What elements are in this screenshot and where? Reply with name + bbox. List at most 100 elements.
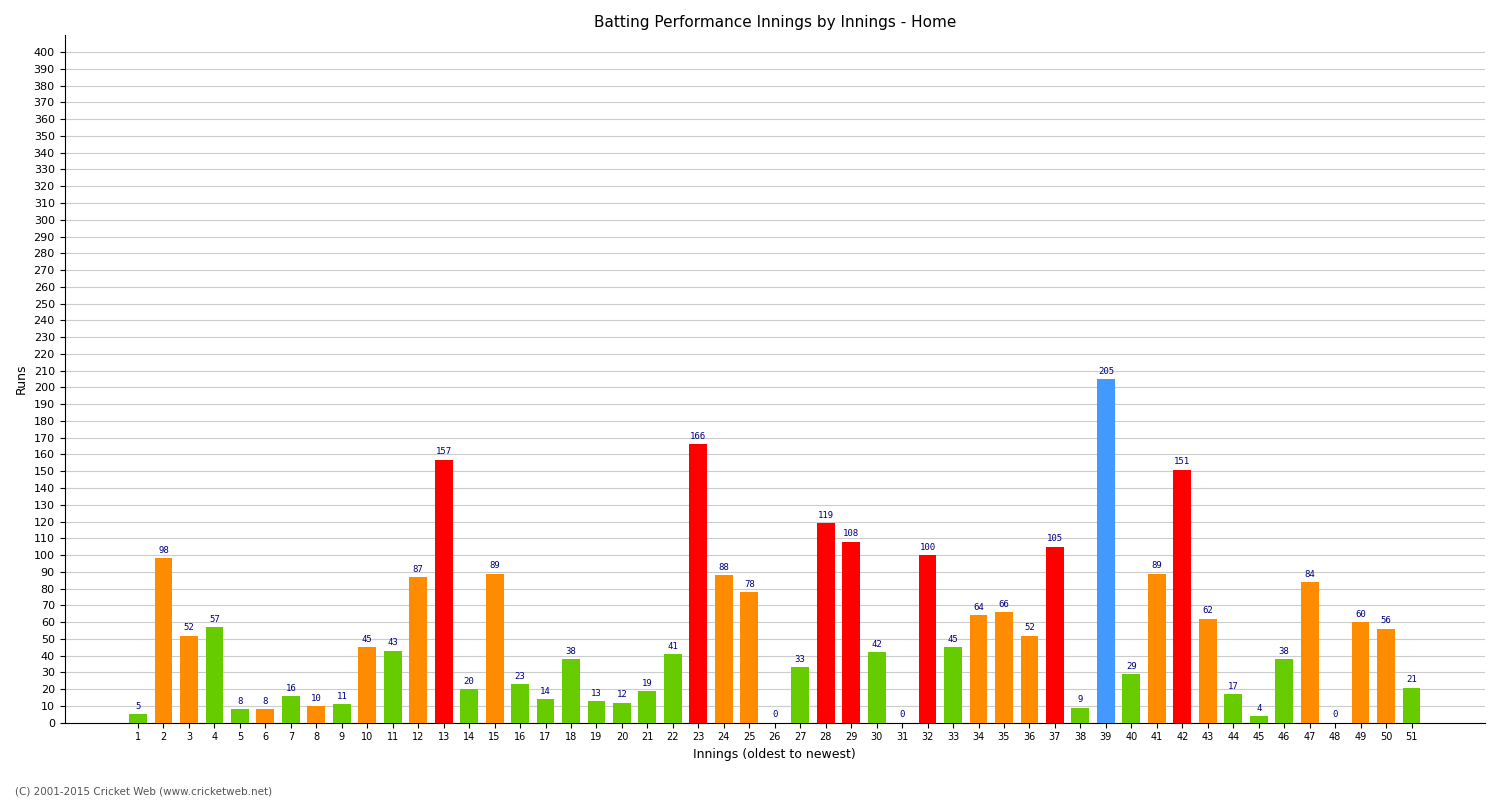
Bar — [741, 592, 758, 722]
X-axis label: Innings (oldest to newest): Innings (oldest to newest) — [693, 748, 856, 761]
Text: 12: 12 — [616, 690, 627, 699]
Bar — [1198, 618, 1216, 722]
Bar — [1377, 629, 1395, 722]
Text: 157: 157 — [435, 447, 451, 456]
Text: 14: 14 — [540, 687, 550, 696]
Text: 108: 108 — [843, 530, 860, 538]
Bar — [410, 577, 428, 722]
Text: 21: 21 — [1406, 675, 1417, 684]
Bar — [358, 647, 376, 722]
Bar — [994, 612, 1012, 722]
Bar — [537, 699, 555, 722]
Bar — [588, 701, 606, 722]
Text: 52: 52 — [183, 623, 195, 632]
Bar — [384, 650, 402, 722]
Bar — [1020, 635, 1038, 722]
Bar — [664, 654, 682, 722]
Text: 205: 205 — [1098, 366, 1114, 376]
Text: 8: 8 — [262, 697, 268, 706]
Bar — [1173, 470, 1191, 722]
Bar — [435, 459, 453, 722]
Bar — [180, 635, 198, 722]
Text: 62: 62 — [1203, 606, 1214, 615]
Title: Batting Performance Innings by Innings - Home: Batting Performance Innings by Innings -… — [594, 15, 956, 30]
Text: 13: 13 — [591, 689, 602, 698]
Text: 16: 16 — [285, 683, 296, 693]
Text: 151: 151 — [1174, 458, 1191, 466]
Bar — [1275, 659, 1293, 722]
Bar — [1122, 674, 1140, 722]
Bar — [690, 445, 708, 722]
Text: 11: 11 — [336, 692, 346, 701]
Text: 41: 41 — [668, 642, 678, 650]
Text: 23: 23 — [514, 672, 525, 681]
Text: 0: 0 — [900, 710, 904, 719]
Bar — [282, 696, 300, 722]
Text: 19: 19 — [642, 678, 652, 687]
Bar — [818, 523, 834, 722]
Text: 38: 38 — [1280, 646, 1290, 656]
Bar — [1250, 716, 1268, 722]
Text: 29: 29 — [1126, 662, 1137, 670]
Bar — [867, 652, 885, 722]
Text: 89: 89 — [489, 561, 500, 570]
Bar — [308, 706, 326, 722]
Bar — [614, 702, 632, 722]
Text: 17: 17 — [1228, 682, 1239, 691]
Text: 0: 0 — [772, 710, 777, 719]
Bar — [1402, 687, 1420, 722]
Text: 78: 78 — [744, 579, 754, 589]
Bar — [129, 714, 147, 722]
Bar — [639, 691, 657, 722]
Text: 56: 56 — [1380, 617, 1392, 626]
Text: 52: 52 — [1024, 623, 1035, 632]
Bar — [486, 574, 504, 722]
Text: 4: 4 — [1256, 704, 1262, 713]
Bar — [843, 542, 860, 722]
Bar — [206, 627, 224, 722]
Bar — [1096, 379, 1114, 722]
Text: 89: 89 — [1152, 561, 1162, 570]
Text: 10: 10 — [310, 694, 321, 702]
Bar — [918, 555, 936, 722]
Text: 38: 38 — [566, 646, 576, 656]
Text: 100: 100 — [920, 542, 936, 552]
Bar — [1148, 574, 1166, 722]
Y-axis label: Runs: Runs — [15, 364, 28, 394]
Text: 43: 43 — [387, 638, 398, 647]
Text: 45: 45 — [362, 635, 372, 644]
Text: 9: 9 — [1077, 695, 1083, 704]
Bar — [1352, 622, 1370, 722]
Bar — [944, 647, 962, 722]
Text: 42: 42 — [871, 640, 882, 649]
Bar — [231, 710, 249, 722]
Text: 87: 87 — [413, 565, 423, 574]
Bar — [333, 704, 351, 722]
Bar — [969, 615, 987, 722]
Text: 119: 119 — [818, 511, 834, 520]
Text: 98: 98 — [158, 546, 170, 555]
Bar — [460, 689, 478, 722]
Text: 105: 105 — [1047, 534, 1064, 543]
Text: 20: 20 — [464, 677, 474, 686]
Text: 166: 166 — [690, 432, 706, 441]
Bar — [716, 575, 732, 722]
Bar — [1071, 708, 1089, 722]
Text: 0: 0 — [1332, 710, 1338, 719]
Text: 8: 8 — [237, 697, 243, 706]
Bar — [562, 659, 580, 722]
Bar — [1046, 546, 1064, 722]
Text: 45: 45 — [948, 635, 958, 644]
Text: 84: 84 — [1305, 570, 1316, 578]
Bar — [1224, 694, 1242, 722]
Text: 64: 64 — [974, 603, 984, 612]
Text: 5: 5 — [135, 702, 141, 711]
Text: 88: 88 — [718, 563, 729, 572]
Text: 57: 57 — [209, 615, 220, 624]
Text: 60: 60 — [1354, 610, 1366, 618]
Text: (C) 2001-2015 Cricket Web (www.cricketweb.net): (C) 2001-2015 Cricket Web (www.cricketwe… — [15, 786, 272, 796]
Bar — [154, 558, 172, 722]
Bar — [792, 667, 808, 722]
Text: 33: 33 — [795, 655, 806, 664]
Bar — [1300, 582, 1318, 722]
